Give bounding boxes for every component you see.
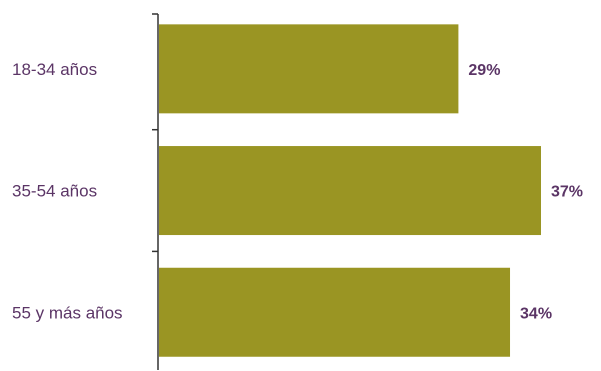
category-label: 18-34 años <box>12 60 97 79</box>
y-axis-ticks <box>152 13 158 253</box>
bar-1 <box>159 24 459 114</box>
data-label: 34% <box>520 305 552 322</box>
category-label: 35-54 años <box>12 182 97 201</box>
category-labels: 18-34 años 35-54 años 55 y más años <box>12 60 123 322</box>
data-labels: 29% 37% 34% <box>468 62 583 322</box>
data-label: 29% <box>468 62 500 79</box>
bar-2 <box>159 146 541 236</box>
bar-3 <box>159 267 511 357</box>
data-label: 37% <box>551 184 583 201</box>
bars <box>159 24 541 357</box>
category-label: 55 y más años <box>12 303 123 322</box>
